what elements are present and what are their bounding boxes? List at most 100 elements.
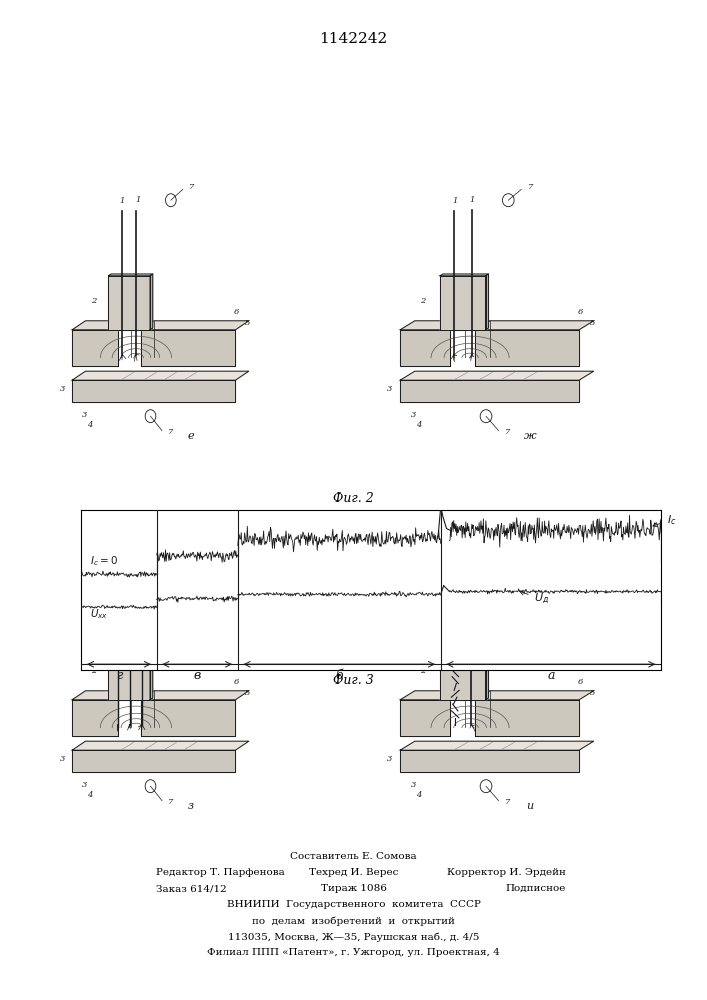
Text: 1142242: 1142242: [320, 32, 387, 46]
Polygon shape: [141, 700, 235, 736]
Polygon shape: [400, 380, 579, 402]
Text: Корректор И. Эрдейн: Корректор И. Эрдейн: [447, 868, 566, 877]
Text: 7: 7: [168, 428, 173, 436]
Polygon shape: [108, 646, 150, 700]
Polygon shape: [72, 700, 118, 736]
Text: 1: 1: [452, 567, 457, 575]
Text: Заказ 614/12: Заказ 614/12: [156, 884, 226, 893]
Text: 7: 7: [505, 798, 510, 806]
Text: Фиг. 3: Фиг. 3: [333, 674, 374, 687]
Polygon shape: [400, 371, 594, 380]
Polygon shape: [400, 741, 594, 750]
Text: 3: 3: [411, 411, 416, 419]
Text: 4: 4: [87, 421, 93, 429]
Text: по  делам  изобретений  и  открытий: по делам изобретений и открытий: [252, 916, 455, 926]
Polygon shape: [108, 644, 153, 646]
Polygon shape: [440, 644, 489, 646]
Text: 1: 1: [136, 566, 141, 574]
Text: г: г: [116, 669, 122, 682]
Text: 1: 1: [452, 197, 457, 205]
Text: 2: 2: [421, 297, 426, 305]
Text: Тираж 1086: Тираж 1086: [320, 884, 387, 893]
Text: $I_c=0$: $I_c=0$: [90, 554, 118, 568]
Polygon shape: [440, 276, 486, 330]
Polygon shape: [72, 330, 118, 366]
Polygon shape: [486, 644, 489, 700]
Text: 6: 6: [234, 678, 240, 686]
Polygon shape: [72, 750, 235, 772]
Text: 3: 3: [82, 411, 88, 419]
Text: б: б: [336, 669, 343, 682]
Text: Филиал ППП «Патент», г. Ужгород, ул. Проектная, 4: Филиал ППП «Патент», г. Ужгород, ул. Про…: [207, 948, 500, 957]
Polygon shape: [108, 274, 153, 276]
Text: $I_c$: $I_c$: [653, 513, 677, 527]
Polygon shape: [440, 646, 486, 700]
Polygon shape: [400, 691, 465, 700]
Text: 3: 3: [82, 781, 88, 789]
Text: 7: 7: [189, 183, 194, 191]
Polygon shape: [400, 700, 450, 736]
Text: 5: 5: [590, 319, 595, 327]
Polygon shape: [108, 276, 150, 330]
Text: 4: 4: [87, 791, 93, 799]
Polygon shape: [150, 274, 153, 330]
Polygon shape: [440, 274, 489, 276]
Text: 4: 4: [416, 421, 422, 429]
Text: 3: 3: [411, 781, 416, 789]
Polygon shape: [72, 741, 249, 750]
Text: $U_д$: $U_д$: [520, 591, 549, 606]
Polygon shape: [400, 750, 579, 772]
Polygon shape: [475, 700, 579, 736]
Text: 2: 2: [90, 667, 96, 675]
Text: 5: 5: [245, 689, 250, 697]
Text: 113035, Москва, Ж—35, Раушская наб., д. 4/5: 113035, Москва, Ж—35, Раушская наб., д. …: [228, 932, 479, 942]
Text: ВНИИПИ  Государственного  комитета  СССР: ВНИИПИ Государственного комитета СССР: [226, 900, 481, 909]
Polygon shape: [475, 321, 594, 330]
Polygon shape: [72, 380, 235, 402]
Polygon shape: [150, 644, 153, 700]
Polygon shape: [400, 321, 465, 330]
Text: $U_{xx}$: $U_{xx}$: [90, 607, 108, 621]
Polygon shape: [475, 691, 594, 700]
Text: а: а: [547, 669, 555, 682]
Text: 1: 1: [136, 196, 141, 204]
Text: ж: ж: [524, 431, 537, 441]
Polygon shape: [486, 274, 489, 330]
Text: 7: 7: [168, 798, 173, 806]
Text: 3: 3: [60, 755, 66, 763]
Text: Составитель Е. Сомова: Составитель Е. Сомова: [290, 852, 417, 861]
Text: 2: 2: [421, 667, 426, 675]
Polygon shape: [141, 691, 249, 700]
Text: 4: 4: [416, 791, 422, 799]
Text: 6: 6: [578, 678, 583, 686]
Text: 7: 7: [505, 428, 510, 436]
Text: 1: 1: [119, 197, 125, 205]
Polygon shape: [141, 330, 235, 366]
Text: 3: 3: [387, 755, 392, 763]
Text: е: е: [187, 431, 194, 441]
Text: 3: 3: [60, 385, 66, 393]
Text: 7: 7: [528, 553, 533, 561]
Text: 1: 1: [470, 566, 475, 574]
Polygon shape: [141, 321, 249, 330]
Text: 7: 7: [189, 553, 194, 561]
Text: Редактор Т. Парфенова: Редактор Т. Парфенова: [156, 868, 284, 877]
Text: 1: 1: [470, 196, 475, 204]
Polygon shape: [72, 371, 249, 380]
Polygon shape: [475, 330, 579, 366]
Text: Фиг. 2: Фиг. 2: [333, 492, 374, 505]
Polygon shape: [72, 321, 132, 330]
Polygon shape: [400, 330, 450, 366]
Text: 6: 6: [234, 308, 240, 316]
Text: 7: 7: [528, 183, 533, 191]
Text: 1: 1: [119, 567, 125, 575]
Text: Техред И. Верес: Техред И. Верес: [309, 868, 398, 877]
Text: з: з: [188, 801, 194, 811]
Text: и: и: [527, 801, 534, 811]
Text: 3: 3: [387, 385, 392, 393]
Text: 5: 5: [590, 689, 595, 697]
Text: 2: 2: [90, 297, 96, 305]
Text: в: в: [194, 669, 201, 682]
Text: 6: 6: [578, 308, 583, 316]
Polygon shape: [72, 691, 132, 700]
